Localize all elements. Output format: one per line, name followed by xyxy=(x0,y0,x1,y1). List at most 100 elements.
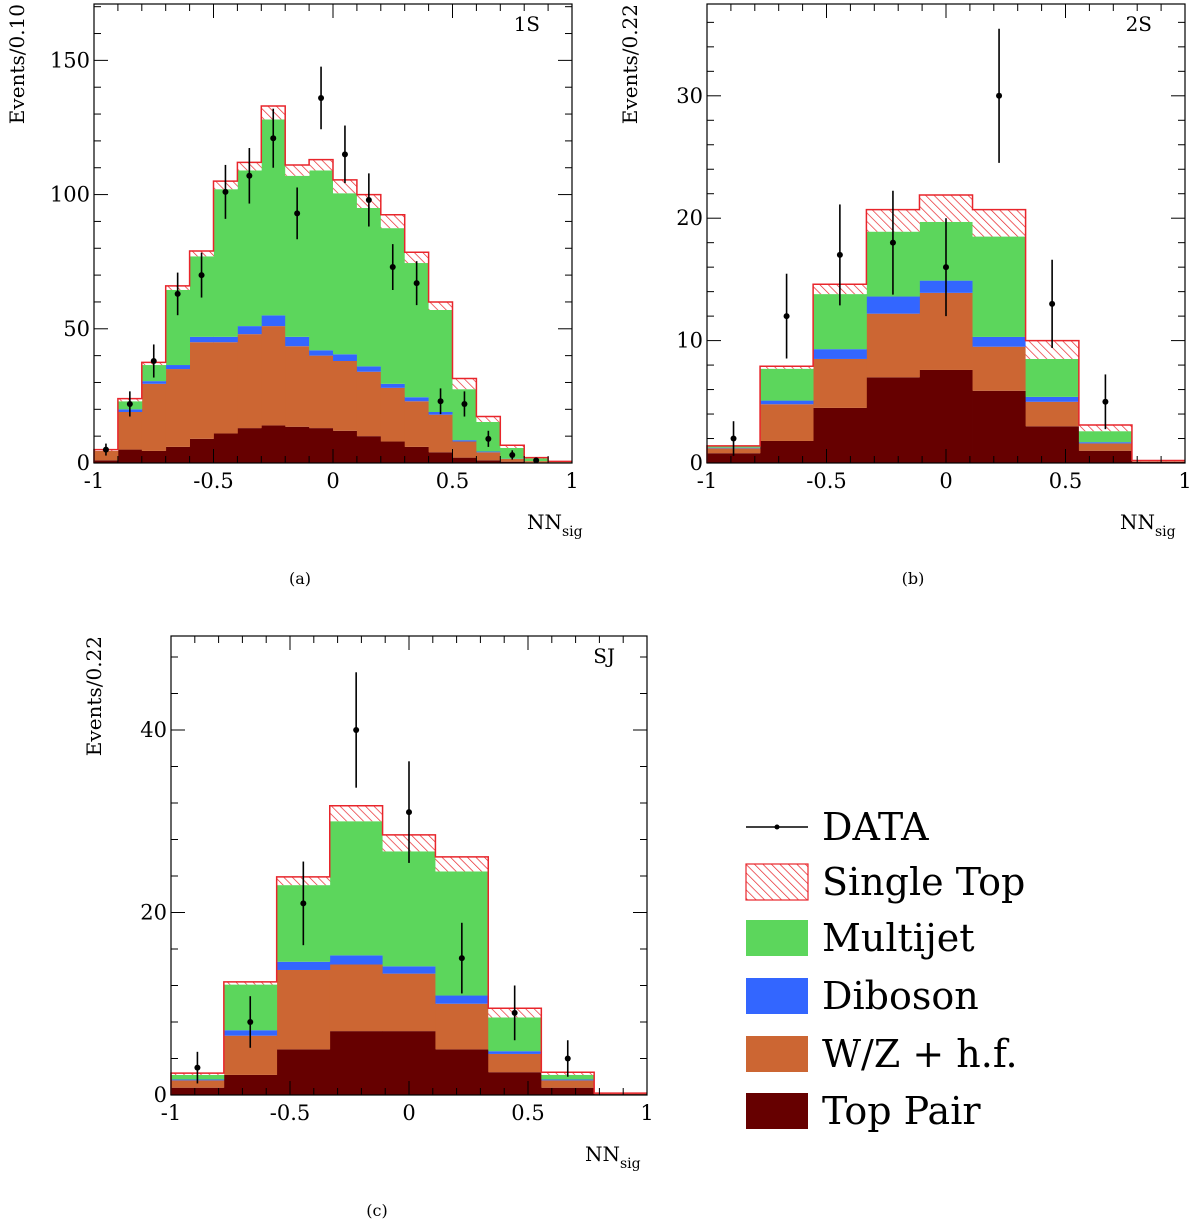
bar-single_top-1 xyxy=(223,981,278,985)
bar-wz_hf-5 xyxy=(972,346,1026,391)
x-tick-label: 1 xyxy=(1178,469,1191,493)
bar-wz_hf-0 xyxy=(171,1080,225,1088)
x-tick-label: 0 xyxy=(326,469,339,493)
bar-wz_hf-5 xyxy=(213,342,238,434)
data-point-16 xyxy=(485,435,492,442)
legend-label-data: DATA xyxy=(822,805,929,849)
legend-label-diboson: Diboson xyxy=(822,974,979,1018)
bar-multijet-4 xyxy=(382,851,436,967)
x-tick-label: -1 xyxy=(697,469,717,493)
bar-multijet-10 xyxy=(333,193,358,355)
bar-diboson-5 xyxy=(213,336,238,343)
data-point-5 xyxy=(996,92,1003,99)
y-tick-label: 0 xyxy=(154,1083,167,1107)
data-point-9 xyxy=(318,94,325,101)
bar-diboson-9 xyxy=(309,350,334,356)
data-point-7 xyxy=(270,135,277,142)
bar-single_top-6 xyxy=(1025,340,1080,359)
stack-outline xyxy=(170,804,647,1095)
x-tick-label: -0.5 xyxy=(270,1101,311,1125)
bar-wz_hf-7 xyxy=(1078,443,1133,451)
x-tick-label: -0.5 xyxy=(193,469,234,493)
data-point-7 xyxy=(1102,398,1109,405)
bar-wz_hf-7 xyxy=(541,1080,595,1088)
bar-multijet-9 xyxy=(309,170,334,351)
bar-top_pair-2 xyxy=(141,450,167,463)
bar-wz_hf-2 xyxy=(141,383,167,451)
legend-swatch-diboson xyxy=(746,978,808,1014)
bar-top_pair-3 xyxy=(165,446,190,463)
bar-top_pair-7 xyxy=(1078,450,1133,463)
data-point-18 xyxy=(533,457,540,464)
bar-top_pair-1 xyxy=(223,1074,278,1095)
bar-diboson-4 xyxy=(382,966,436,974)
bar-diboson-6 xyxy=(488,1051,542,1054)
data-point-0 xyxy=(102,446,109,453)
bar-top_pair-5 xyxy=(972,390,1026,463)
x-tick-label: -0.5 xyxy=(806,469,847,493)
bar-top_pair-13 xyxy=(404,446,429,463)
data-point-2 xyxy=(836,251,843,258)
panel-tag: SJ xyxy=(593,644,615,668)
data-point-14 xyxy=(437,398,444,405)
bar-top_pair-6 xyxy=(488,1072,542,1095)
data-point-6 xyxy=(246,172,253,179)
bar-diboson-2 xyxy=(276,961,331,970)
bar-diboson-3 xyxy=(165,365,190,370)
legend-swatch-multijet xyxy=(746,920,808,956)
y-tick-label: 0 xyxy=(77,451,90,475)
bar-single_top-16 xyxy=(476,416,501,422)
bar-single_top-5 xyxy=(435,856,489,872)
bar-wz_hf-12 xyxy=(380,387,406,442)
bar-wz_hf-6 xyxy=(1025,401,1080,427)
bar-top_pair-0 xyxy=(94,460,119,463)
bar-wz_hf-2 xyxy=(813,358,867,408)
x-axis-label: NNsig xyxy=(1120,510,1176,540)
bar-top_pair-4 xyxy=(189,438,214,463)
data-point-10 xyxy=(341,151,348,158)
x-axis-label-sub: sig xyxy=(562,524,583,540)
bar-top_pair-3 xyxy=(866,377,920,463)
bar-diboson-6 xyxy=(1025,396,1080,402)
x-tick-label: 1 xyxy=(565,469,578,493)
bar-wz_hf-13 xyxy=(404,401,429,447)
bar-top_pair-5 xyxy=(213,433,238,463)
bar-multijet-3 xyxy=(329,821,383,956)
bar-single_top-4 xyxy=(919,194,973,222)
y-axis-label: Events/0.22 xyxy=(618,4,642,124)
bar-top_pair-8 xyxy=(285,426,310,463)
bar-top_pair-4 xyxy=(919,369,973,463)
data-point-3 xyxy=(174,290,181,297)
y-tick-label: 100 xyxy=(50,183,90,207)
bar-wz_hf-17 xyxy=(500,458,525,462)
bar-top_pair-7 xyxy=(541,1087,595,1095)
bar-diboson-7 xyxy=(261,315,286,327)
x-tick-label: -1 xyxy=(161,1101,181,1125)
bar-top_pair-11 xyxy=(356,436,382,463)
data-point-3 xyxy=(353,726,360,733)
bar-wz_hf-4 xyxy=(382,973,436,1032)
x-tick-label: 1 xyxy=(640,1101,653,1125)
y-tick-label: 0 xyxy=(690,451,703,475)
data-point-5 xyxy=(458,955,465,962)
bar-single_top-10 xyxy=(333,179,358,194)
bar-wz_hf-3 xyxy=(165,369,190,447)
bar-wz_hf-2 xyxy=(276,969,331,1050)
x-axis-label-main: NN xyxy=(1120,510,1155,534)
x-tick-label: 0 xyxy=(939,469,952,493)
bar-top_pair-6 xyxy=(237,428,262,463)
bar-top_pair-2 xyxy=(276,1049,331,1095)
x-tick-label: 0 xyxy=(402,1101,415,1125)
bar-diboson-4 xyxy=(189,336,214,343)
x-axis-label-main: NN xyxy=(527,510,562,534)
stack-outline xyxy=(706,194,1185,463)
data-point-8 xyxy=(294,210,301,217)
bar-diboson-3 xyxy=(329,955,383,965)
bar-single_top-9 xyxy=(309,159,334,171)
bar-wz_hf-8 xyxy=(1131,461,1186,462)
legend-label-top_pair: Top Pair xyxy=(822,1089,981,1133)
data-point-7 xyxy=(564,1055,571,1062)
bar-wz_hf-11 xyxy=(356,371,382,437)
x-axis-label: NNsig xyxy=(527,510,583,540)
x-axis-label-main: NN xyxy=(585,1142,620,1166)
